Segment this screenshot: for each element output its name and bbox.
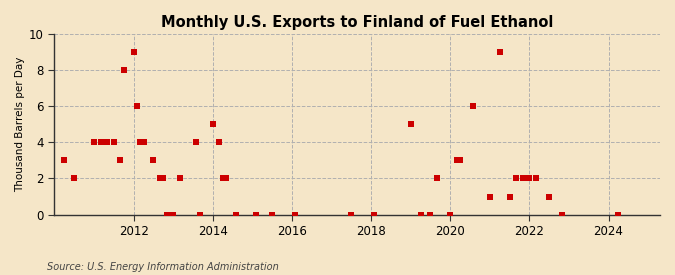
Point	[494, 50, 505, 54]
Point	[531, 176, 541, 181]
Point	[346, 212, 356, 217]
Point	[207, 122, 218, 127]
Point	[118, 68, 129, 72]
Point	[445, 212, 456, 217]
Point	[132, 104, 142, 108]
Point	[138, 140, 149, 145]
Point	[468, 104, 479, 108]
Point	[135, 140, 146, 145]
Point	[95, 140, 106, 145]
Point	[88, 140, 99, 145]
Text: Source: U.S. Energy Information Administration: Source: U.S. Energy Information Administ…	[47, 262, 279, 272]
Point	[174, 176, 185, 181]
Point	[511, 176, 522, 181]
Point	[544, 194, 555, 199]
Point	[518, 176, 529, 181]
Point	[168, 212, 179, 217]
Point	[102, 140, 113, 145]
Point	[221, 176, 232, 181]
Point	[369, 212, 380, 217]
Point	[191, 140, 202, 145]
Point	[557, 212, 568, 217]
Point	[161, 212, 172, 217]
Point	[267, 212, 277, 217]
Point	[431, 176, 442, 181]
Point	[59, 158, 70, 163]
Point	[415, 212, 426, 217]
Point	[455, 158, 466, 163]
Point	[217, 176, 228, 181]
Point	[230, 212, 241, 217]
Point	[405, 122, 416, 127]
Point	[452, 158, 462, 163]
Point	[485, 194, 495, 199]
Point	[194, 212, 205, 217]
Y-axis label: Thousand Barrels per Day: Thousand Barrels per Day	[15, 57, 25, 192]
Point	[115, 158, 126, 163]
Title: Monthly U.S. Exports to Finland of Fuel Ethanol: Monthly U.S. Exports to Finland of Fuel …	[161, 15, 554, 30]
Point	[524, 176, 535, 181]
Point	[425, 212, 436, 217]
Point	[504, 194, 515, 199]
Point	[128, 50, 139, 54]
Point	[214, 140, 225, 145]
Point	[69, 176, 80, 181]
Point	[155, 176, 165, 181]
Point	[250, 212, 261, 217]
Point	[290, 212, 300, 217]
Point	[613, 212, 624, 217]
Point	[148, 158, 159, 163]
Point	[109, 140, 119, 145]
Point	[158, 176, 169, 181]
